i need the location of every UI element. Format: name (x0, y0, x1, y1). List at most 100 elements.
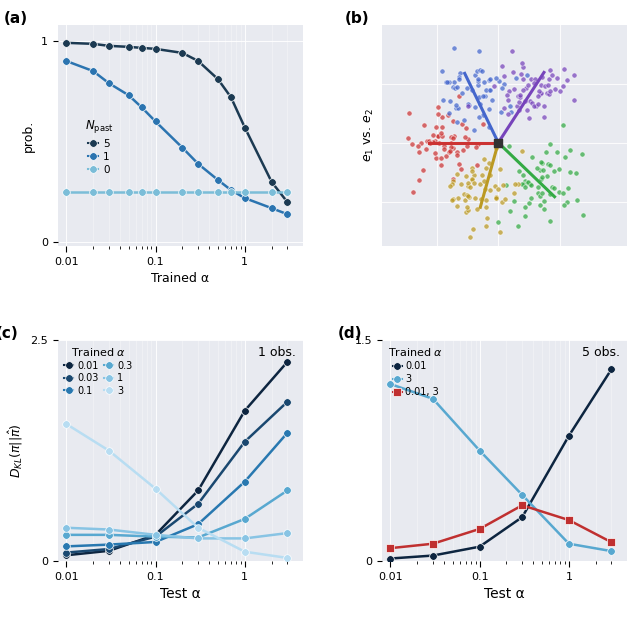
Point (468, 224, 479, 234)
Point (548, 165, 559, 175)
Point (493, 217, 504, 226)
Point (545, 65, 556, 75)
Point (484, 122, 494, 131)
Point (517, 146, 527, 156)
Point (482, 213, 492, 223)
Point (448, 176, 458, 186)
Point (441, 77, 451, 87)
Point (502, 95, 513, 105)
Point (463, 191, 473, 201)
Point (536, 174, 546, 184)
Point (545, 217, 555, 226)
Point (518, 170, 529, 180)
Point (481, 164, 492, 173)
Point (508, 67, 518, 77)
Point (428, 136, 438, 146)
Point (532, 183, 543, 193)
Point (452, 194, 463, 204)
Point (424, 136, 434, 146)
Point (547, 70, 557, 80)
X-axis label: Test α: Test α (484, 587, 525, 602)
Point (484, 75, 494, 85)
Point (523, 178, 533, 188)
Point (494, 76, 504, 86)
Point (450, 83, 460, 93)
Point (507, 46, 517, 56)
Point (462, 190, 472, 200)
Point (403, 133, 413, 143)
Point (554, 188, 564, 197)
Text: (c): (c) (0, 326, 19, 341)
Point (444, 108, 454, 118)
Point (431, 153, 441, 163)
Point (492, 184, 502, 194)
Point (536, 88, 547, 98)
Point (541, 147, 552, 157)
Point (462, 83, 472, 93)
Point (468, 178, 479, 188)
Point (430, 136, 440, 146)
X-axis label: Trained α: Trained α (151, 273, 209, 286)
Point (520, 83, 531, 93)
Point (408, 187, 418, 197)
Point (413, 147, 424, 157)
Point (468, 125, 479, 135)
Point (454, 159, 465, 168)
Point (430, 147, 440, 157)
Point (462, 135, 472, 144)
Point (531, 101, 541, 111)
Point (472, 160, 482, 170)
Point (505, 101, 515, 111)
Text: (b): (b) (345, 11, 369, 27)
Point (415, 138, 426, 147)
Point (489, 81, 499, 91)
Y-axis label: prob.: prob. (22, 120, 35, 152)
Point (525, 193, 536, 202)
Point (444, 77, 454, 86)
Point (529, 101, 540, 111)
Point (561, 197, 572, 207)
Point (558, 188, 568, 197)
Point (550, 85, 560, 94)
Point (571, 168, 581, 178)
Point (449, 131, 460, 141)
Point (467, 175, 477, 184)
Point (477, 91, 488, 101)
Point (451, 147, 461, 157)
Point (458, 145, 468, 155)
Point (480, 184, 490, 194)
Point (559, 64, 570, 73)
Point (407, 139, 417, 149)
Point (540, 81, 550, 91)
Point (535, 191, 545, 201)
Point (542, 88, 552, 98)
Point (438, 95, 448, 105)
Point (532, 164, 542, 173)
Point (558, 81, 568, 91)
Point (499, 102, 509, 112)
Point (447, 82, 458, 92)
Point (537, 188, 547, 197)
Point (479, 176, 489, 186)
Point (569, 70, 579, 80)
Point (475, 180, 485, 189)
Point (473, 74, 483, 84)
Point (452, 169, 463, 179)
Point (422, 136, 432, 146)
Point (425, 138, 435, 148)
Point (558, 120, 568, 130)
Point (404, 108, 414, 118)
Point (532, 99, 543, 109)
Point (474, 93, 484, 102)
Point (536, 157, 547, 167)
Text: 1 obs.: 1 obs. (258, 346, 296, 359)
Point (544, 89, 554, 99)
Point (525, 96, 535, 106)
Point (513, 178, 524, 188)
Point (428, 130, 438, 140)
Point (490, 193, 500, 203)
Point (461, 123, 471, 133)
Point (460, 132, 470, 142)
Point (537, 158, 547, 168)
Point (562, 75, 572, 85)
